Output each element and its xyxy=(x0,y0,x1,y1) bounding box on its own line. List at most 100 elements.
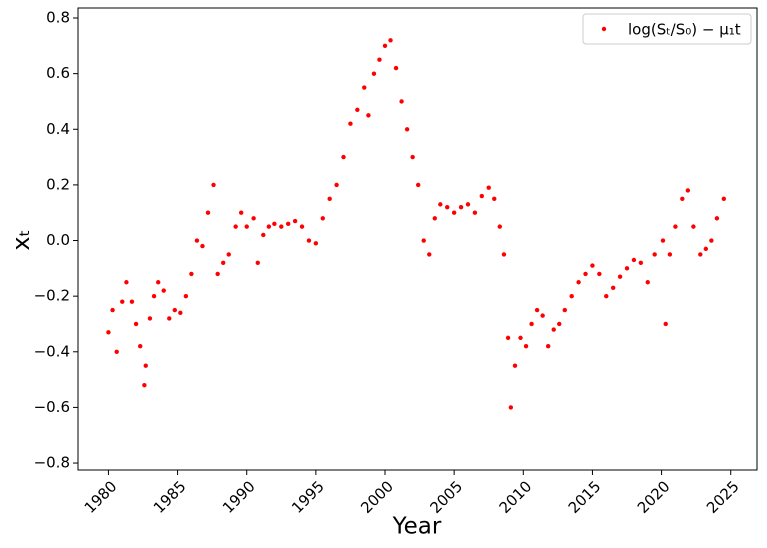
data-point xyxy=(167,316,172,321)
data-point xyxy=(652,252,657,257)
x-tick-label: 2000 xyxy=(357,477,397,517)
data-point xyxy=(551,327,556,332)
data-point xyxy=(451,210,457,215)
data-point xyxy=(691,224,696,229)
x-tick-label: 2015 xyxy=(565,477,605,517)
data-point xyxy=(421,238,426,243)
data-point xyxy=(685,188,691,193)
data-point xyxy=(667,252,673,257)
data-point xyxy=(569,293,574,299)
data-point xyxy=(172,307,178,313)
data-point xyxy=(399,99,404,104)
data-point xyxy=(714,216,720,221)
data-point xyxy=(415,182,421,188)
data-point xyxy=(432,216,437,221)
data-point xyxy=(189,271,194,277)
data-point xyxy=(660,238,666,243)
data-point xyxy=(604,293,609,299)
data-point xyxy=(341,154,346,160)
data-point xyxy=(590,263,595,268)
data-point xyxy=(251,216,256,221)
plot-frame xyxy=(77,7,758,471)
data-point xyxy=(194,238,200,243)
data-point xyxy=(497,224,502,229)
data-point xyxy=(472,210,478,215)
data-point xyxy=(306,238,312,243)
data-point xyxy=(129,299,135,304)
data-point xyxy=(377,57,382,62)
data-point xyxy=(362,85,367,90)
data-point xyxy=(458,204,464,210)
data-point xyxy=(133,321,139,327)
data-point xyxy=(221,260,226,265)
data-point xyxy=(110,307,115,313)
data-point xyxy=(366,113,371,118)
y-tick-label: 0.8 xyxy=(46,9,70,27)
data-point xyxy=(703,246,709,252)
data-point xyxy=(540,313,545,318)
x-tick-label: 2025 xyxy=(703,477,743,517)
y-tick-label: 0.6 xyxy=(46,64,70,82)
data-point xyxy=(479,193,485,199)
data-point xyxy=(124,280,129,285)
x-axis-label: Year xyxy=(392,514,442,540)
data-point xyxy=(508,405,514,410)
data-point xyxy=(211,182,216,188)
data-point xyxy=(404,127,410,132)
legend-label: log(Sₜ/S₀) − μ₁t xyxy=(628,21,741,39)
y-axis-label: xₜ xyxy=(7,229,35,250)
x-tick-label: 1985 xyxy=(150,477,190,517)
data-point xyxy=(576,280,581,285)
data-point xyxy=(673,224,678,229)
data-point xyxy=(698,252,703,257)
data-point xyxy=(143,363,148,368)
data-point xyxy=(183,293,189,299)
data-point xyxy=(142,382,147,388)
data-point xyxy=(638,260,644,265)
data-point xyxy=(348,121,353,126)
data-point xyxy=(486,185,491,190)
data-point xyxy=(663,321,668,327)
data-point xyxy=(388,38,393,43)
data-point xyxy=(106,330,111,335)
data-point xyxy=(492,196,497,202)
x-tick-label: 1980 xyxy=(81,477,121,517)
data-point xyxy=(631,257,637,263)
y-tick-label: 0.2 xyxy=(46,175,70,193)
data-point xyxy=(156,280,161,285)
data-point xyxy=(200,243,205,249)
data-point xyxy=(266,224,272,229)
legend-marker xyxy=(601,26,607,32)
data-point xyxy=(120,299,125,304)
data-point xyxy=(114,349,119,354)
data-point xyxy=(645,280,650,285)
data-point xyxy=(438,202,443,207)
data-point xyxy=(320,216,325,221)
data-point xyxy=(624,266,630,271)
data-point xyxy=(272,221,277,227)
data-point xyxy=(427,252,432,257)
data-point xyxy=(147,316,153,321)
data-point xyxy=(382,43,388,49)
data-point xyxy=(226,252,231,257)
y-tick-label: 0.4 xyxy=(46,120,70,138)
data-point xyxy=(518,335,523,341)
data-point xyxy=(393,65,399,71)
y-tick-label: −0.4 xyxy=(34,342,70,360)
data-point xyxy=(545,344,551,349)
data-point xyxy=(512,363,518,368)
legend-box xyxy=(582,13,752,45)
data-point xyxy=(334,182,339,188)
x-tick-label: 1995 xyxy=(288,477,328,517)
data-point xyxy=(523,344,529,349)
data-point xyxy=(583,271,588,277)
y-tick-label: 0.0 xyxy=(46,231,70,249)
data-point xyxy=(680,196,685,202)
data-point xyxy=(501,252,507,257)
data-point xyxy=(151,293,157,299)
data-point xyxy=(557,321,562,327)
data-point xyxy=(255,260,260,265)
data-point xyxy=(505,335,511,341)
data-point xyxy=(410,154,415,160)
